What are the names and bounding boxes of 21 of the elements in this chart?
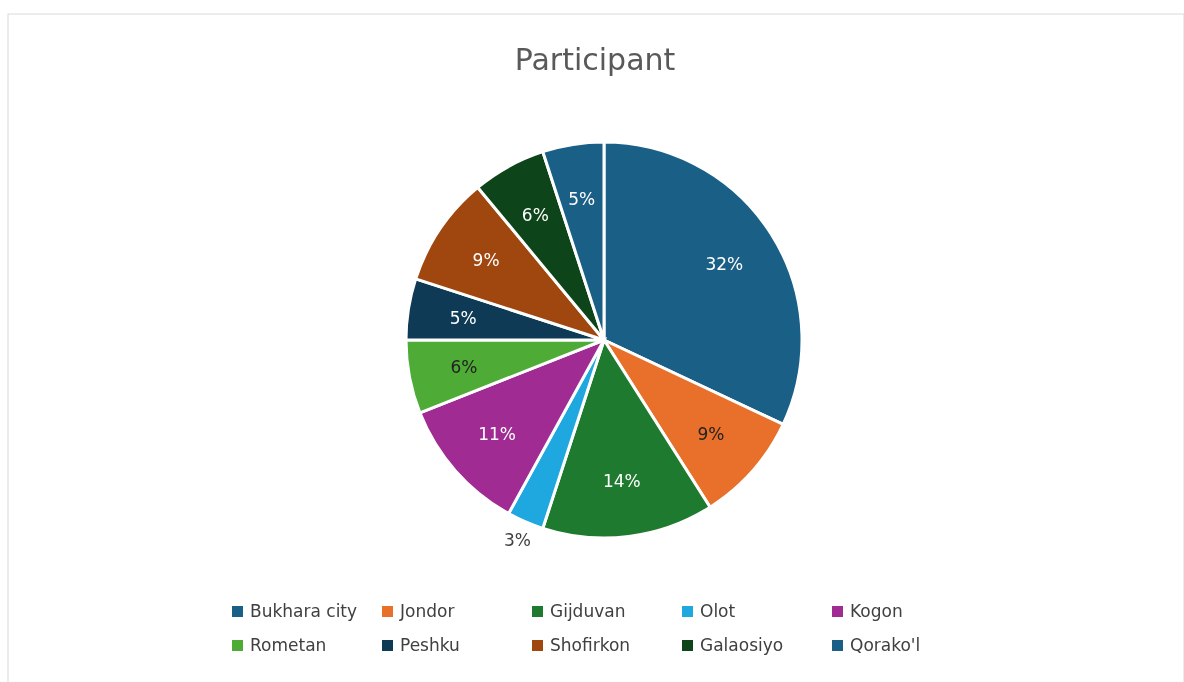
legend-label: Olot [700, 601, 736, 621]
chart-title: Participant [514, 42, 676, 77]
legend-label: Bukhara city [250, 601, 358, 621]
data-label: 5% [449, 307, 477, 328]
data-label: 9% [697, 424, 725, 445]
data-label: 6% [450, 356, 478, 377]
data-label: 11% [478, 424, 516, 445]
data-label: 6% [521, 205, 549, 226]
data-label: 14% [602, 471, 641, 492]
legend-label: Jondor [399, 601, 455, 621]
legend-label: Peshku [400, 635, 460, 655]
legend-label: Rometan [250, 635, 327, 655]
legend-label: Shofirkon [550, 635, 631, 655]
legend-label: Kogon [850, 601, 903, 621]
legend-label: Gijduvan [550, 601, 626, 621]
data-label: 32% [705, 253, 744, 274]
legend-label: Galaosiyo [700, 635, 784, 655]
data-label: 3% [503, 530, 531, 551]
data-label: 5% [568, 189, 596, 210]
legend-label: Qorako'l [850, 635, 921, 655]
data-label: 9% [472, 249, 500, 270]
